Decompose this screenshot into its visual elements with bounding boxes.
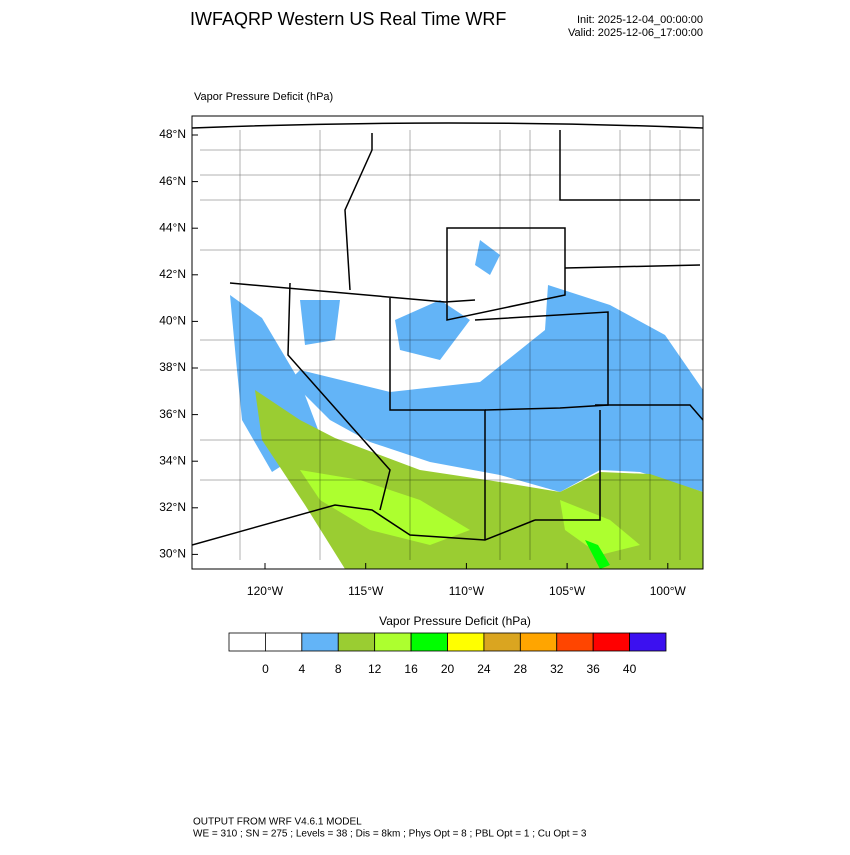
- colorbar-box: [265, 632, 303, 652]
- colorbar-box: [301, 632, 339, 652]
- lat-tick-label: 36°N: [159, 407, 186, 421]
- colorbar-box: [629, 632, 667, 652]
- colorbar-box: [556, 632, 594, 652]
- map-label: Vapor Pressure Deficit (hPa): [194, 91, 333, 103]
- colorbar-label: 36: [586, 662, 600, 676]
- colorbar-label: 16: [404, 662, 418, 676]
- colorbar-box: [374, 632, 412, 652]
- lon-tick-label: 115°W: [348, 584, 384, 598]
- colorbar-box: [228, 632, 266, 652]
- colorbar-label: 28: [514, 662, 528, 676]
- lat-tick-label: 34°N: [159, 453, 186, 467]
- county-borders: [200, 130, 703, 560]
- map-frame: [191, 115, 704, 570]
- vpd-region: [300, 240, 500, 360]
- colorbar-label: 20: [441, 662, 455, 676]
- colorbar-title: Vapor Pressure Deficit (hPa): [379, 614, 531, 628]
- colorbar-label: 12: [368, 662, 382, 676]
- colorbar-label: 8: [335, 662, 342, 676]
- colorbar-box: [483, 632, 521, 652]
- lon-tick-label: 100°W: [650, 584, 687, 598]
- colorbar-label: 0: [262, 662, 269, 676]
- lat-tick-label: 30°N: [159, 547, 186, 561]
- title: IWFAQRP Western US Real Time WRF: [190, 9, 506, 29]
- colorbar-label: 4: [298, 662, 305, 676]
- lat-tick-label: 46°N: [159, 174, 186, 188]
- lat-tick-label: 40°N: [159, 314, 186, 328]
- footer-line: WE = 310 ; SN = 275 ; Levels = 38 ; Dis …: [193, 829, 587, 840]
- colorbar-box: [592, 632, 630, 652]
- colorbar-box: [410, 632, 448, 652]
- colorbar-box: [447, 632, 485, 652]
- lon-tick-label: 120°W: [247, 584, 284, 598]
- valid-time: Valid: 2025-12-06_17:00:00: [568, 27, 703, 39]
- colorbar-label: 24: [477, 662, 491, 676]
- colorbar-label: 40: [623, 662, 637, 676]
- lat-tick-label: 42°N: [159, 267, 186, 281]
- lon-tick-label: 110°W: [449, 584, 485, 598]
- lat-tick-label: 44°N: [159, 220, 186, 234]
- lon-tick-label: 105°W: [549, 584, 586, 598]
- colorbar-box: [337, 632, 376, 652]
- lat-tick-label: 38°N: [159, 360, 186, 374]
- colorbar-label: 32: [550, 662, 564, 676]
- colorbar-box: [519, 632, 558, 652]
- lat-tick-label: 32°N: [159, 500, 186, 514]
- init-time: Init: 2025-12-04_00:00:00: [577, 14, 703, 26]
- vpd-region: [585, 540, 610, 569]
- lat-tick-label: 48°N: [159, 127, 186, 141]
- map-area: [192, 116, 703, 569]
- footer-line: OUTPUT FROM WRF V4.6.1 MODEL: [193, 817, 362, 828]
